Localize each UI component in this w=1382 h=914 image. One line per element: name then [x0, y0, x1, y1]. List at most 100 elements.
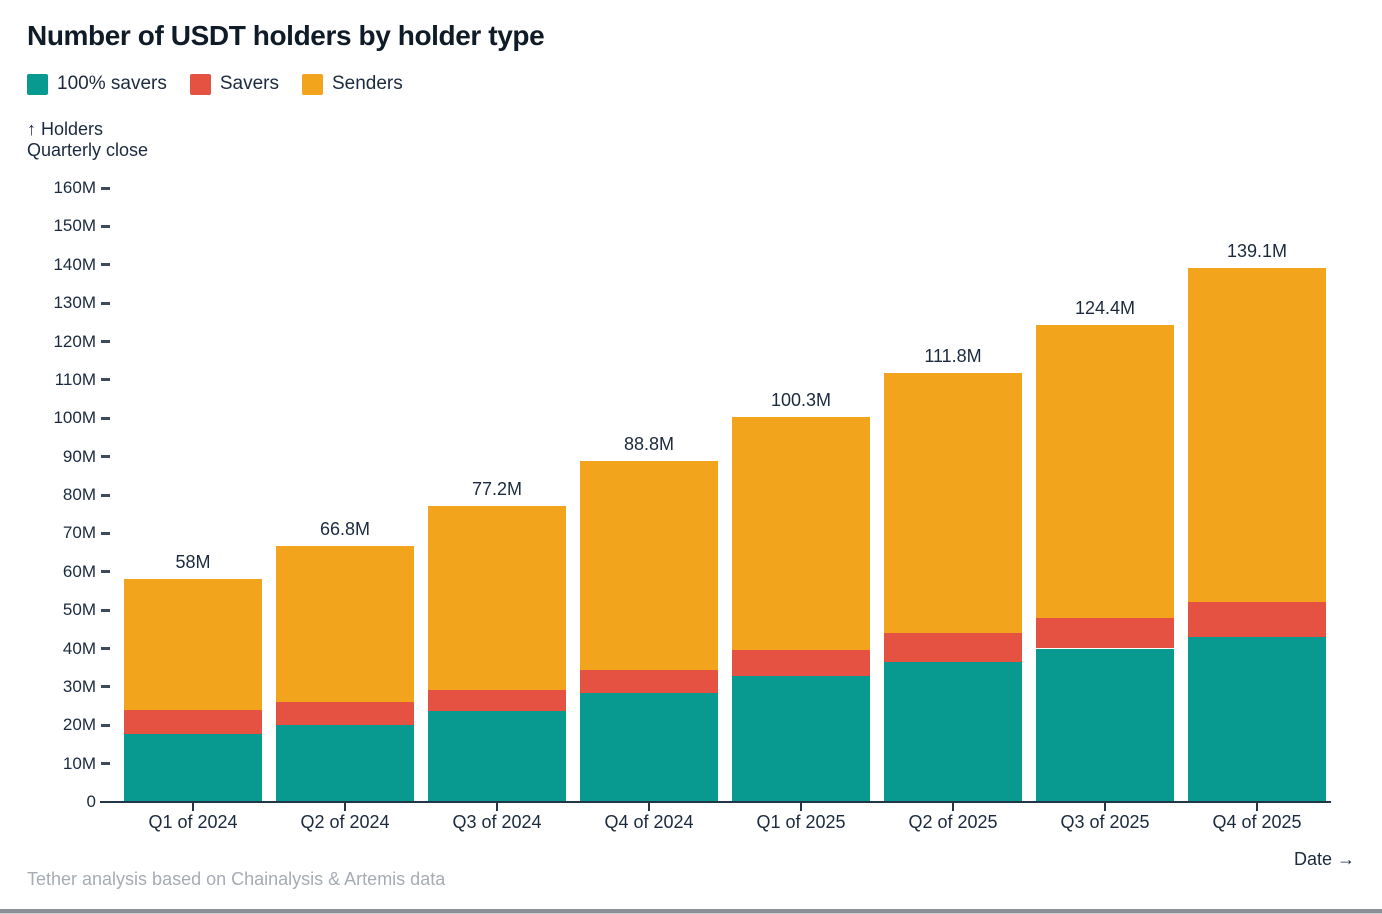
- y-tick-label: 50M: [62, 600, 96, 620]
- y-tick: 160M: [0, 178, 110, 198]
- x-tick-label: Q2 of 2025: [908, 812, 998, 832]
- bar-q1-of-2025: [732, 0, 870, 802]
- legend-item-1: Savers: [189, 73, 279, 95]
- x-tick-label: Q1 of 2024: [148, 812, 238, 832]
- bar-total-label: 66.8M: [319, 518, 371, 539]
- y-tick-mark: [101, 685, 110, 689]
- y-tick-label: 80M: [62, 485, 96, 504]
- bar-segment-savers: [580, 669, 718, 693]
- bar-total-label: 100.3M: [770, 390, 832, 411]
- legend-swatch-icon: [189, 73, 211, 95]
- source-note: Tether analysis based on Chainalysis & A…: [27, 869, 446, 889]
- bar-segment-100-savers: [428, 710, 566, 802]
- x-tick-label: Q1 of 2025: [756, 812, 846, 832]
- bar-segment-100-savers: [124, 734, 262, 802]
- x-tick-mark: [648, 802, 650, 811]
- y-tick-label: 100M: [53, 408, 96, 428]
- y-tick: 140M: [0, 255, 110, 275]
- legend-label: 100% savers: [57, 73, 167, 94]
- y-tick: 130M: [0, 293, 110, 313]
- bar-segment-100-savers: [732, 676, 870, 802]
- y-tick-label: 10M: [62, 753, 96, 773]
- bar-segment-savers: [732, 650, 870, 677]
- y-axis-title: ↑ Holders Quarterly close: [27, 119, 148, 161]
- x-tick-mark: [344, 802, 346, 811]
- y-tick-mark: [101, 186, 110, 190]
- y-tick-mark: [101, 416, 110, 420]
- y-tick-label: 40M: [62, 638, 96, 658]
- y-tick-mark: [101, 647, 110, 650]
- legend-label: Savers: [219, 73, 279, 94]
- y-tick: 40M: [0, 639, 110, 659]
- bar-total-label: 139.1M: [1226, 241, 1288, 262]
- bar-segment-100-savers: [1188, 636, 1326, 802]
- y-tick-mark: [101, 301, 110, 305]
- chart-legend: 100% savers Savers Senders: [27, 73, 403, 95]
- y-tick-label: 130M: [53, 293, 96, 313]
- bar-q1-of-2024: [124, 0, 262, 802]
- y-tick-label: 120M: [53, 331, 96, 351]
- y-tick-mark: [101, 378, 110, 382]
- bar-segment-100-savers: [580, 693, 718, 802]
- bar-total-label: 77.2M: [471, 478, 523, 499]
- bar-segment-senders: [732, 417, 870, 651]
- y-tick: 120M: [0, 332, 110, 352]
- bar-q2-of-2024: [276, 0, 414, 802]
- bar-q3-of-2025: [1036, 0, 1174, 802]
- y-tick: 0: [0, 792, 110, 812]
- bar-q3-of-2024: [428, 0, 566, 802]
- y-tick: 110M: [0, 370, 110, 390]
- y-axis-title-line1: ↑ Holders: [27, 119, 104, 139]
- x-tick-mark: [952, 802, 954, 811]
- x-tick-label: Q3 of 2024: [452, 812, 542, 832]
- y-tick: 90M: [0, 447, 110, 467]
- bar-segment-senders: [124, 579, 262, 710]
- legend-label: Senders: [331, 73, 403, 94]
- bottom-divider: [0, 909, 1382, 914]
- bar-segment-savers: [124, 709, 262, 735]
- y-tick-label: 20M: [62, 715, 96, 735]
- y-tick-mark: [101, 455, 110, 459]
- x-tick-label: Q2 of 2024: [300, 812, 390, 832]
- y-tick: 50M: [0, 600, 110, 620]
- bar-total-label: 58M: [175, 552, 211, 573]
- y-tick-mark: [101, 762, 110, 766]
- bar-total-label: 111.8M: [924, 345, 982, 366]
- legend-swatch-icon: [301, 73, 323, 95]
- x-tick-label: Q4 of 2024: [604, 812, 694, 832]
- y-tick-mark: [101, 340, 110, 343]
- y-tick: 60M: [0, 562, 110, 582]
- x-tick-label: Q3 of 2025: [1060, 812, 1150, 832]
- bar-segment-savers: [884, 633, 1022, 662]
- bar-segment-savers: [1036, 617, 1174, 649]
- x-tick-mark: [1256, 802, 1258, 811]
- y-tick-mark: [101, 723, 110, 727]
- bar-segment-senders: [1188, 268, 1326, 602]
- y-tick: 150M: [0, 216, 110, 236]
- y-tick-mark: [101, 531, 110, 535]
- y-tick-mark: [101, 263, 110, 267]
- y-tick-label: 110M: [54, 369, 96, 389]
- x-tick-label: Q4 of 2025: [1212, 812, 1302, 832]
- y-tick-label: 150M: [53, 216, 96, 236]
- y-tick-label: 70M: [62, 523, 96, 543]
- bar-segment-100-savers: [884, 661, 1022, 802]
- y-tick-label: 90M: [62, 446, 96, 466]
- y-tick: 80M: [0, 485, 110, 505]
- x-axis-title: Date →: [1293, 849, 1355, 869]
- y-tick: 30M: [0, 677, 110, 697]
- y-tick: 20M: [0, 715, 110, 735]
- bar-q4-of-2024: [580, 0, 718, 802]
- page-title: Number of USDT holders by holder type: [27, 20, 545, 51]
- bar-q4-of-2025: [1188, 0, 1326, 802]
- y-tick-label: 60M: [62, 561, 96, 581]
- y-tick-mark: [101, 570, 110, 574]
- y-tick-label: 140M: [53, 254, 96, 274]
- x-tick-mark: [800, 802, 802, 811]
- bar-segment-senders: [276, 545, 414, 702]
- bar-segment-100-savers: [1036, 648, 1174, 802]
- legend-swatch-icon: [27, 73, 48, 95]
- x-tick-mark: [192, 802, 194, 811]
- bar-total-label: 88.8M: [623, 434, 675, 455]
